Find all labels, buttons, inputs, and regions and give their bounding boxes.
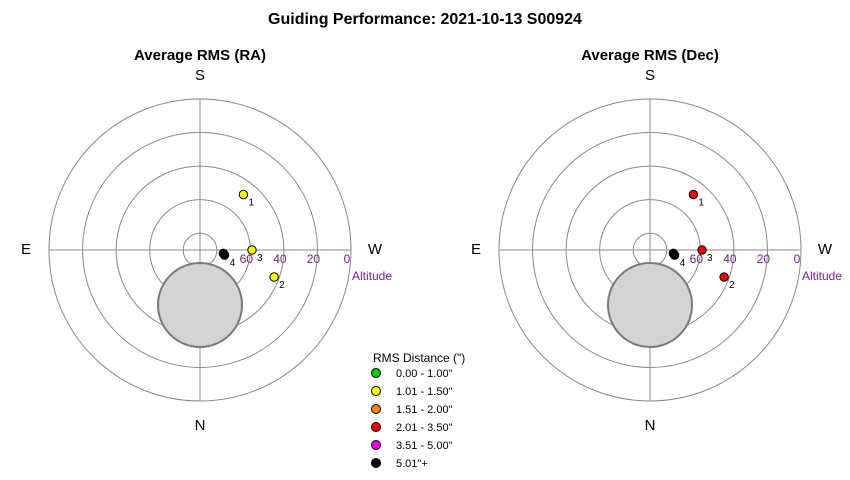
legend-item-label: 0.00 - 1.00" bbox=[396, 368, 453, 380]
altitude-tick-label: 60 bbox=[690, 252, 704, 266]
legend-item-label: 1.01 - 1.50" bbox=[396, 386, 453, 398]
data-point-label: 1 bbox=[248, 198, 254, 209]
data-point bbox=[247, 245, 257, 255]
legend-item-label: 2.01 - 3.50" bbox=[396, 422, 453, 434]
legend-item-label: 5.01"+ bbox=[396, 458, 428, 470]
data-point-label: 4 bbox=[230, 258, 236, 269]
altitude-tick-label: 40 bbox=[273, 252, 287, 266]
legend-item-label: 1.51 - 2.00" bbox=[396, 404, 453, 416]
direction-north-label: N bbox=[195, 417, 206, 434]
data-point bbox=[688, 189, 699, 200]
data-point-label: 3 bbox=[257, 253, 263, 264]
data-point bbox=[269, 272, 279, 282]
legend-items: 0.00 - 1.00" 1.01 - 1.50" 1.51 - 2.00" 2.01… bbox=[371, 368, 453, 470]
direction-west-label: W bbox=[818, 241, 833, 258]
direction-east-label: E bbox=[471, 241, 481, 258]
data-point-label: 3 bbox=[707, 253, 713, 264]
data-point-label: 4 bbox=[680, 258, 686, 269]
legend-swatch bbox=[371, 368, 381, 378]
data-point bbox=[719, 272, 729, 282]
legend-swatch bbox=[371, 458, 381, 468]
chart-title: Average RMS (RA) bbox=[134, 47, 266, 64]
direction-south-label: S bbox=[645, 67, 655, 84]
figure-title: Guiding Performance: 2021-10-13 S00924 bbox=[268, 11, 582, 28]
direction-south-label: S bbox=[195, 67, 205, 84]
data-point-label: 1 bbox=[698, 198, 704, 209]
polar-chart-dec: Average RMS (Dec) S N E W Altitude 0 20 40… bbox=[471, 47, 842, 434]
data-point-label: 2 bbox=[729, 280, 735, 291]
polar-chart-ra: Average RMS (RA) S N E W Altitude 0 20 40 6… bbox=[21, 47, 392, 434]
data-point bbox=[218, 248, 229, 259]
chart-plot-area: 0 20 40 60 1 2 3 4 bbox=[48, 98, 352, 402]
direction-north-label: N bbox=[645, 417, 656, 434]
excluded-region bbox=[607, 262, 693, 348]
direction-west-label: W bbox=[368, 241, 383, 258]
altitude-tick-label: 40 bbox=[723, 252, 737, 266]
legend-title: RMS Distance (") bbox=[373, 351, 465, 365]
altitude-tick-label: 0 bbox=[794, 252, 801, 266]
legend-swatch bbox=[371, 422, 381, 432]
altitude-tick-label: 20 bbox=[757, 252, 771, 266]
altitude-tick-label: 20 bbox=[307, 252, 321, 266]
legend-swatch bbox=[371, 440, 381, 450]
rms-distance-legend: RMS Distance (") 0.00 - 1.00" 1.01 - 1.50… bbox=[371, 351, 465, 470]
altitude-axis-label: Altitude bbox=[802, 269, 842, 283]
data-point bbox=[697, 245, 707, 255]
data-point bbox=[238, 189, 249, 200]
chart-title: Average RMS (Dec) bbox=[581, 47, 719, 64]
altitude-tick-label: 0 bbox=[344, 252, 351, 266]
chart-plot-area: 0 20 40 60 1 2 3 4 bbox=[498, 98, 802, 402]
direction-east-label: E bbox=[21, 241, 31, 258]
data-point bbox=[668, 248, 678, 259]
excluded-region bbox=[157, 262, 243, 348]
data-point-label: 2 bbox=[279, 280, 285, 291]
altitude-tick-label: 60 bbox=[240, 252, 254, 266]
legend-item-label: 3.51 - 5.00" bbox=[396, 440, 453, 452]
altitude-axis-label: Altitude bbox=[352, 269, 392, 283]
legend-swatch bbox=[371, 404, 381, 414]
legend-swatch bbox=[371, 386, 381, 396]
